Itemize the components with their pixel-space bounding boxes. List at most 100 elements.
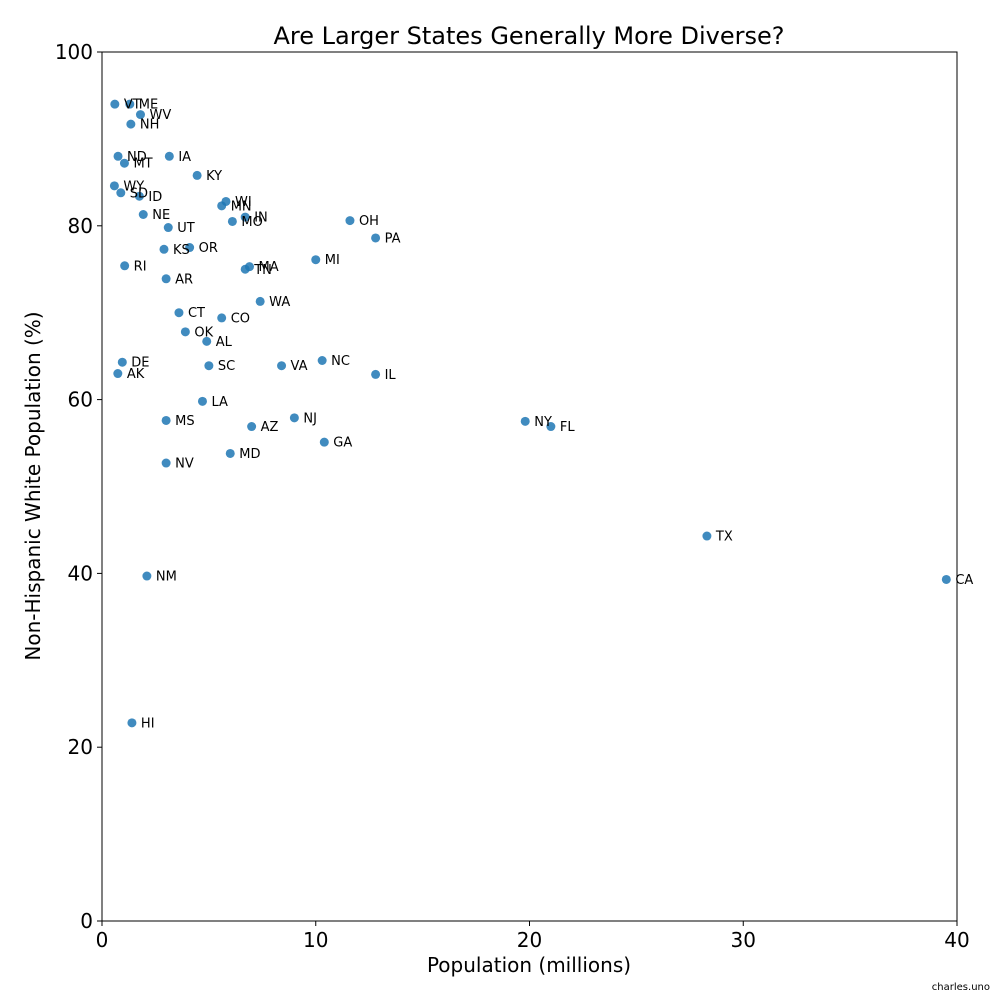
point-label-de: DE bbox=[131, 356, 149, 371]
data-point-me bbox=[125, 99, 135, 109]
point-label-al: AL bbox=[216, 335, 233, 350]
point-label-il: IL bbox=[385, 368, 397, 383]
point-label-nd: ND bbox=[127, 150, 147, 165]
data-point-pa bbox=[371, 233, 381, 243]
point-label-ri: RI bbox=[134, 259, 147, 274]
point-label-co: CO bbox=[231, 311, 250, 326]
point-label-ut: UT bbox=[177, 221, 195, 236]
data-point-ok bbox=[180, 327, 190, 337]
point-label-va: VA bbox=[291, 359, 308, 374]
data-point-wv bbox=[135, 110, 145, 120]
y-tick-label: 40 bbox=[68, 561, 93, 585]
point-label-ne: NE bbox=[152, 208, 170, 223]
data-point-wa bbox=[255, 296, 265, 306]
data-point-va bbox=[277, 361, 287, 371]
y-tick-label: 80 bbox=[68, 214, 93, 238]
y-tick-label: 100 bbox=[55, 40, 93, 64]
y-tick-label: 0 bbox=[80, 909, 93, 933]
data-point-tx bbox=[702, 531, 712, 541]
x-tick-label: 10 bbox=[303, 928, 328, 952]
point-label-mo: MO bbox=[241, 215, 262, 230]
point-label-wi: WI bbox=[235, 195, 252, 210]
point-label-sd: SD bbox=[130, 186, 148, 201]
point-label-wy: WY bbox=[123, 179, 144, 194]
point-label-me: ME bbox=[139, 98, 158, 113]
data-point-ak bbox=[113, 369, 123, 379]
data-point-de bbox=[117, 357, 127, 367]
point-label-mi: MI bbox=[325, 253, 340, 268]
x-tick-label: 40 bbox=[944, 928, 969, 952]
point-label-ok: OK bbox=[194, 325, 213, 340]
point-label-ma: MA bbox=[258, 260, 278, 275]
point-label-ny: NY bbox=[534, 415, 552, 430]
x-axis-ticks: 0 10 20 30 40 bbox=[96, 921, 970, 952]
data-point-ri bbox=[120, 261, 130, 271]
data-point-or bbox=[185, 243, 195, 253]
data-point-ky bbox=[192, 170, 202, 180]
data-point-vt bbox=[110, 99, 120, 109]
point-label-ky: KY bbox=[206, 169, 222, 184]
data-point-oh bbox=[345, 216, 355, 226]
data-point-ne bbox=[138, 210, 148, 220]
data-point-il bbox=[371, 369, 381, 379]
point-label-mn: MN bbox=[231, 199, 252, 214]
data-point-ga bbox=[319, 437, 329, 447]
point-label-id: ID bbox=[148, 190, 162, 205]
point-label-ks: KS bbox=[173, 243, 190, 258]
y-tick-label: 60 bbox=[68, 388, 93, 412]
x-tick-label: 30 bbox=[731, 928, 756, 952]
data-point-wy bbox=[109, 181, 119, 191]
point-label-md: MD bbox=[239, 447, 260, 462]
point-label-fl: FL bbox=[560, 420, 575, 435]
point-label-hi: HI bbox=[141, 716, 155, 731]
chart-title: Are Larger States Generally More Diverse… bbox=[273, 22, 784, 50]
data-point-ks bbox=[159, 244, 169, 254]
y-tick-label: 20 bbox=[68, 735, 93, 759]
data-point-ia bbox=[164, 151, 174, 161]
point-label-nc: NC bbox=[331, 354, 350, 369]
data-point-nc bbox=[317, 355, 327, 365]
data-point-mn bbox=[217, 201, 227, 211]
x-tick-label: 0 bbox=[96, 928, 109, 952]
data-point-nj bbox=[289, 413, 299, 423]
data-point-al bbox=[202, 336, 212, 346]
data-point-ct bbox=[174, 308, 184, 318]
data-point-md bbox=[225, 448, 235, 458]
point-label-ia: IA bbox=[178, 150, 191, 165]
data-point-sd bbox=[116, 188, 126, 198]
point-label-tx: TX bbox=[715, 530, 733, 545]
data-point-nm bbox=[142, 571, 152, 581]
point-label-oh: OH bbox=[359, 214, 379, 229]
data-point-id bbox=[134, 191, 144, 201]
point-label-tn: TN bbox=[253, 263, 272, 278]
data-point-la bbox=[197, 396, 207, 406]
point-label-ga: GA bbox=[333, 436, 352, 451]
point-label-ar: AR bbox=[175, 272, 193, 287]
data-point-mt bbox=[119, 158, 129, 168]
data-points bbox=[109, 99, 951, 728]
point-label-ca: CA bbox=[955, 573, 973, 588]
point-label-az: AZ bbox=[261, 420, 279, 435]
data-point-ms bbox=[161, 415, 171, 425]
data-point-ut bbox=[163, 223, 173, 233]
data-point-az bbox=[247, 422, 257, 432]
point-label-nm: NM bbox=[156, 570, 177, 585]
point-label-wv: WV bbox=[149, 108, 171, 123]
data-point-nh bbox=[126, 119, 136, 129]
x-axis-label: Population (millions) bbox=[427, 953, 631, 977]
data-point-ma bbox=[244, 262, 254, 272]
point-label-nj: NJ bbox=[303, 411, 317, 426]
point-label-ms: MS bbox=[175, 414, 194, 429]
point-label-ak: AK bbox=[127, 367, 145, 382]
data-point-in bbox=[240, 212, 250, 222]
point-label-sc: SC bbox=[218, 359, 235, 374]
plot-area-frame bbox=[101, 51, 958, 922]
credit-text: charles.uno bbox=[932, 982, 990, 993]
point-label-vt: VT bbox=[124, 98, 141, 113]
data-point-nv bbox=[161, 458, 171, 468]
point-label-nv: NV bbox=[175, 457, 194, 472]
data-point-nd bbox=[113, 151, 123, 161]
point-label-nh: NH bbox=[140, 118, 160, 133]
